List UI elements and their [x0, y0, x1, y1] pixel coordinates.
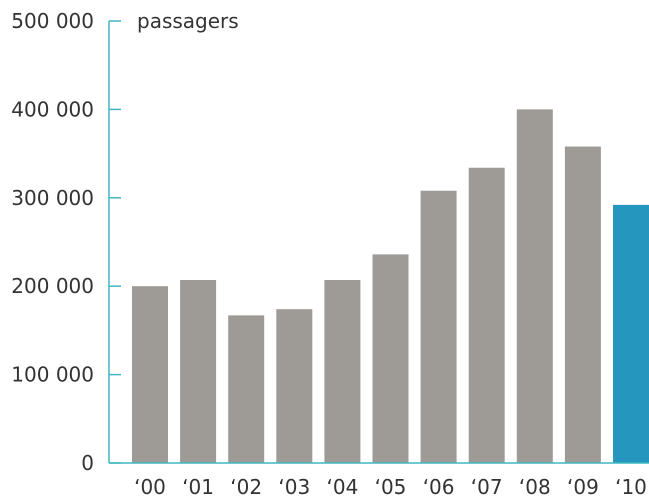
bar — [516, 109, 553, 464]
y-axis-label: passagers — [137, 9, 239, 33]
y-axis: 0 100 000 200 000 300 000 400 000 500 000 — [11, 9, 121, 475]
x-tick-label: ‘09 — [567, 475, 599, 497]
y-tick-label: 500 000 — [11, 9, 94, 33]
y-tick-label: 0 — [81, 451, 94, 475]
bar — [324, 280, 361, 463]
bar — [420, 190, 457, 463]
x-tick-label: ‘10 — [615, 475, 647, 497]
bar — [228, 315, 265, 463]
x-tick-label: ‘03 — [278, 475, 310, 497]
bar — [372, 254, 409, 463]
x-tick-label: ‘05 — [375, 475, 407, 497]
bar — [132, 286, 168, 463]
bar — [613, 204, 649, 463]
x-tick-label: ‘02 — [230, 475, 262, 497]
y-tick-label: 200 000 — [11, 274, 94, 298]
x-tick-label: ‘07 — [471, 475, 503, 497]
bar — [180, 280, 217, 463]
y-tick-label: 400 000 — [11, 97, 94, 121]
y-tick-label: 100 000 — [11, 363, 94, 387]
x-tick-label: ‘00 — [134, 475, 166, 497]
bar — [468, 167, 505, 463]
y-tick-label: 300 000 — [11, 186, 94, 210]
x-tick-label: ‘06 — [423, 475, 455, 497]
x-tick-label: ‘08 — [519, 475, 551, 497]
bar — [276, 309, 313, 463]
x-axis: ‘00 ‘01 ‘02 ‘03 ‘04 ‘05 ‘06 ‘07 ‘08 ‘09 ‘10 — [109, 462, 649, 499]
x-tick-label: ‘04 — [326, 475, 358, 497]
bar — [564, 146, 601, 463]
x-tick-label: ‘01 — [182, 475, 214, 497]
bars — [132, 109, 649, 464]
